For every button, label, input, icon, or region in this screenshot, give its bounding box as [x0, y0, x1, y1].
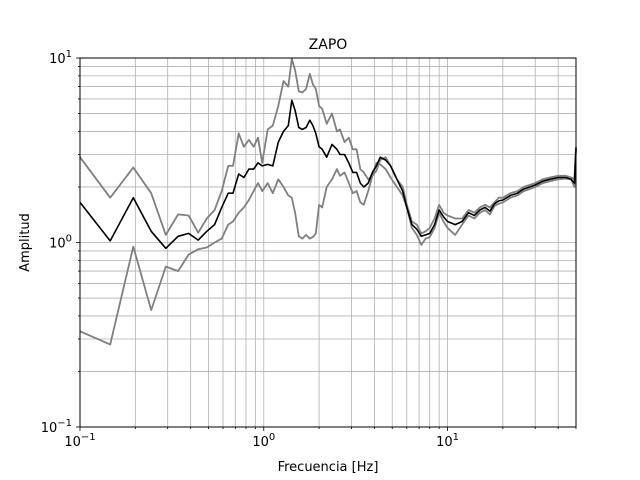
series-line-3	[79, 99, 577, 250]
x-tick-label: 100	[252, 432, 275, 450]
y-tick-label: 101	[49, 49, 72, 67]
x-tick-label: 10−1	[64, 432, 95, 450]
series-line-2	[79, 57, 577, 236]
series-group	[79, 57, 577, 346]
grid	[79, 57, 577, 428]
series-line-1	[79, 149, 577, 346]
chart-title: ZAPO	[309, 37, 348, 53]
y-axis-label: Amplitud	[18, 213, 33, 272]
x-axis-label: Frecuencia [Hz]	[278, 460, 379, 475]
tick-labels: 10−1 100 101 10−1 100 101	[41, 49, 459, 450]
tick-marks	[76, 57, 577, 431]
y-tick-label: 100	[49, 234, 72, 252]
y-tick-label: 10−1	[41, 418, 72, 436]
x-tick-label: 101	[436, 432, 459, 450]
